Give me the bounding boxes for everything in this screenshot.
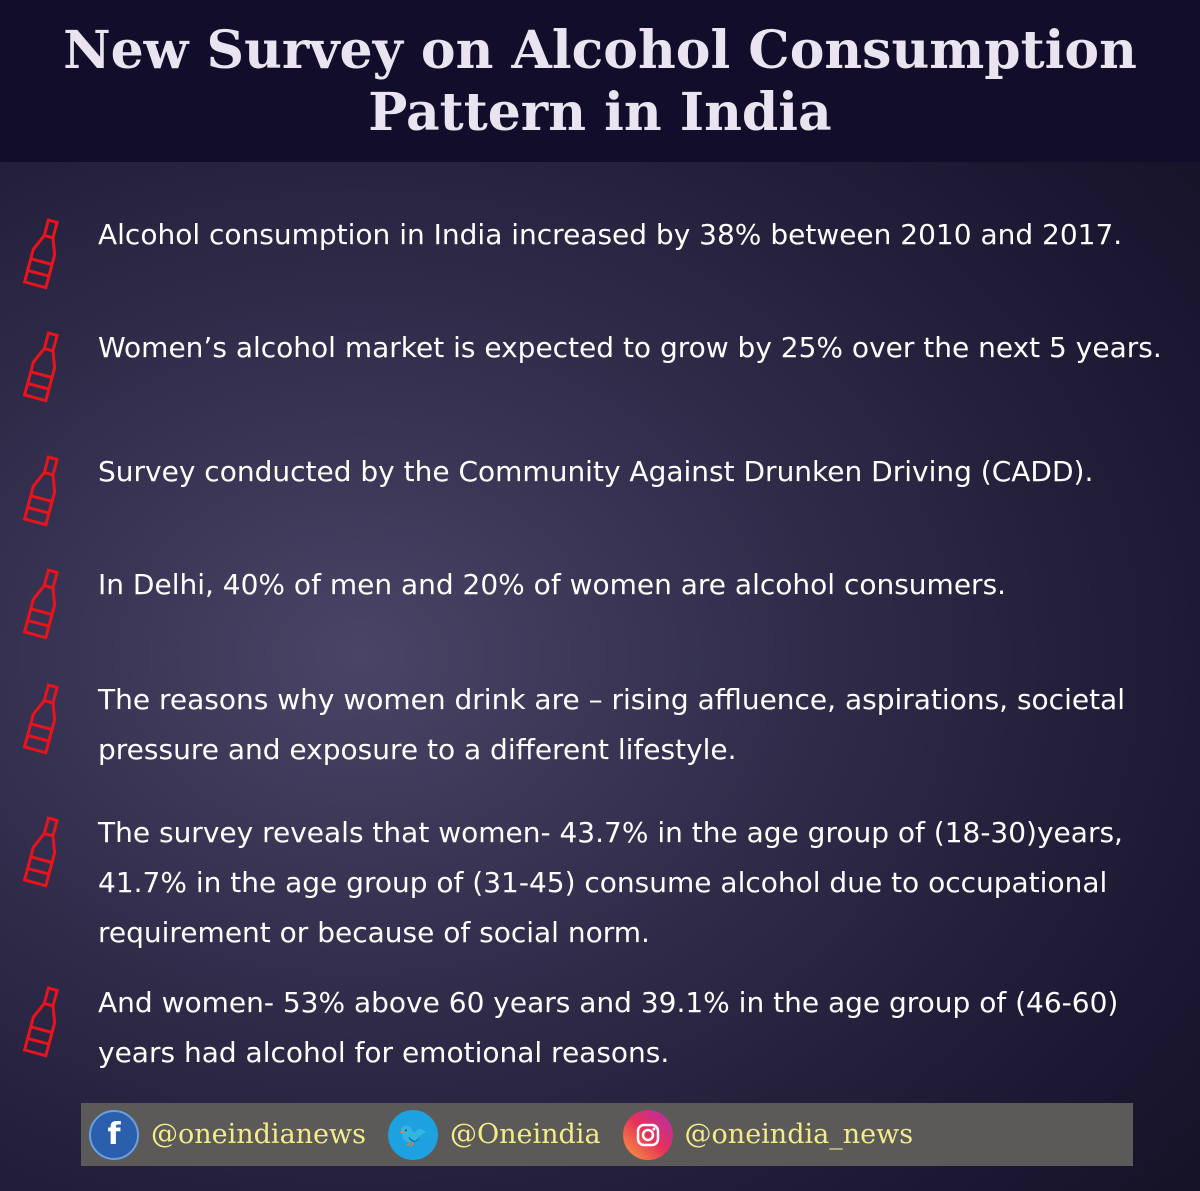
facebook-link[interactable]: f @oneindianews xyxy=(89,1109,366,1160)
title-line-1: New Survey on Alcohol Consumption xyxy=(63,20,1137,81)
instagram-link[interactable]: @oneindia_news xyxy=(622,1109,914,1160)
twitter-link[interactable]: 🐦 @Oneindia xyxy=(388,1109,601,1160)
facebook-handle: @oneindianews xyxy=(151,1119,366,1150)
wine-bottle-icon xyxy=(22,218,59,290)
social-footer: f @oneindianews 🐦 @Oneindia @oneindia_ne… xyxy=(81,1103,1133,1166)
item-text: Women’s alcohol market is expected to gr… xyxy=(98,331,1162,364)
facebook-icon: f xyxy=(89,1109,139,1160)
instagram-handle: @oneindia_news xyxy=(684,1119,914,1150)
item-text: Alcohol consumption in India increased b… xyxy=(98,218,1123,251)
item-text: The survey reveals that women- 43.7% in … xyxy=(98,816,1123,949)
wine-bottle-icon xyxy=(22,683,59,755)
wine-bottle-icon xyxy=(22,568,59,640)
wine-bottle-icon xyxy=(22,986,59,1058)
item-text: Survey conducted by the Community Agains… xyxy=(98,455,1094,488)
item-text: And women- 53% above 60 years and 39.1% … xyxy=(98,986,1119,1069)
instagram-icon xyxy=(622,1109,673,1160)
title-line-2: Pattern in India xyxy=(368,82,832,143)
wine-bottle-icon xyxy=(22,331,59,403)
item-text: In Delhi, 40% of men and 20% of women ar… xyxy=(98,568,1007,601)
wine-bottle-icon xyxy=(22,816,59,888)
wine-bottle-icon xyxy=(22,455,59,527)
item-text: The reasons why women drink are – rising… xyxy=(98,683,1125,766)
header: New Survey on Alcohol Consumption Patter… xyxy=(0,0,1200,162)
twitter-handle: @Oneindia xyxy=(450,1119,601,1150)
twitter-icon: 🐦 xyxy=(388,1109,438,1160)
